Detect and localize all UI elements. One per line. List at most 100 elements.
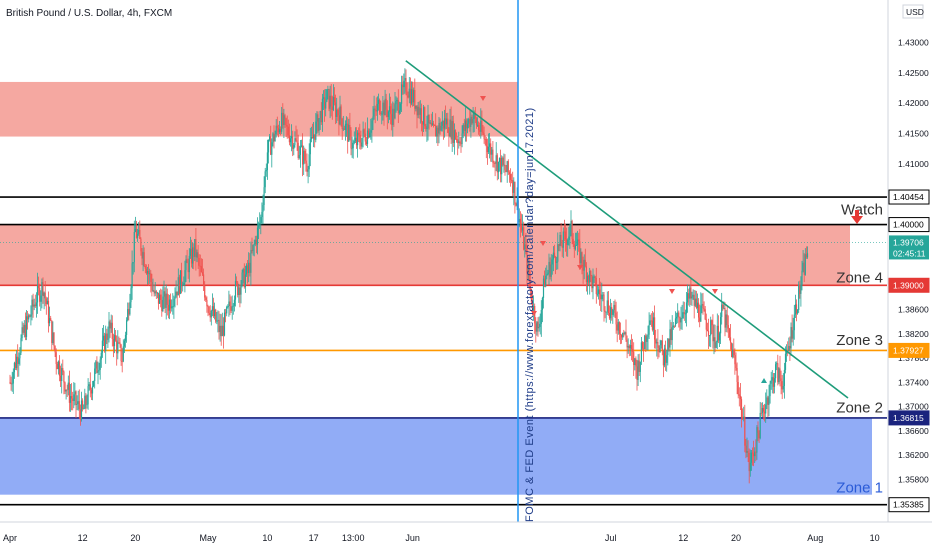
currency-label[interactable]: USD	[906, 7, 924, 17]
level-tag-label: 1.37927	[893, 345, 924, 355]
candle-body	[483, 133, 485, 139]
candle-body	[196, 252, 198, 258]
candle-body	[736, 367, 738, 383]
candle-body	[212, 306, 215, 317]
last-price-label: 1.39706	[893, 237, 924, 247]
candle-body	[773, 378, 776, 387]
candle-body	[748, 452, 750, 472]
candle-body	[722, 304, 724, 309]
candle-body	[102, 335, 105, 341]
candle-body	[35, 302, 37, 307]
candle-body	[688, 293, 690, 299]
candle-body	[255, 239, 257, 245]
candle-body	[718, 333, 721, 341]
candle-body	[693, 294, 695, 306]
candle-body	[244, 274, 246, 288]
candle-body	[293, 145, 295, 149]
candle-body	[793, 314, 795, 331]
candle-body	[551, 259, 553, 265]
candle-body	[330, 95, 332, 107]
candle-body	[526, 248, 528, 274]
candle-body	[214, 309, 216, 317]
candle-body	[471, 116, 473, 124]
signal-marker	[531, 311, 537, 316]
candle-body	[578, 239, 580, 242]
candle-body	[359, 134, 361, 143]
candle-body	[536, 321, 538, 332]
zone-label-zone-4: Zone 4	[836, 269, 883, 286]
candle-body	[375, 110, 377, 112]
candle-body	[445, 118, 447, 125]
candle-body	[123, 340, 125, 347]
countdown-label: 02:45:11	[893, 248, 926, 258]
candle-body	[727, 325, 729, 329]
candle-body	[689, 287, 691, 299]
candle-body	[441, 120, 443, 126]
candle-body	[109, 321, 111, 329]
candle-body	[520, 224, 523, 231]
candle-body	[522, 227, 524, 231]
candle-body	[215, 309, 217, 322]
candle-body	[57, 361, 59, 370]
candle-body	[303, 150, 305, 165]
candle-body	[339, 106, 341, 125]
candle-body	[55, 352, 57, 365]
candle-body	[806, 253, 809, 258]
candle-body	[139, 229, 141, 239]
candle-body	[19, 352, 21, 359]
candle-body	[723, 308, 725, 309]
candle-body	[226, 306, 228, 314]
candle-body	[789, 346, 791, 349]
candle-body	[199, 265, 201, 267]
candle-body	[338, 115, 340, 125]
candle-body	[459, 141, 461, 144]
candle-body	[288, 135, 290, 143]
candle-body	[700, 305, 702, 322]
candle-body	[797, 309, 799, 314]
x-tick-label: Jul	[605, 533, 617, 543]
candle-body	[397, 99, 399, 114]
candle-body	[322, 97, 325, 99]
candle-body	[308, 154, 310, 170]
signal-marker	[480, 96, 486, 101]
signal-marker	[540, 241, 546, 246]
candle-body	[450, 119, 452, 140]
candle-body	[23, 324, 25, 333]
candle-body	[115, 335, 117, 341]
candle-body	[781, 381, 783, 390]
labels-layer: Watch Zone 3 Zone 2 Zone 4 Zone 1	[836, 201, 883, 496]
candle-body	[673, 325, 675, 327]
candle-body	[715, 342, 717, 348]
level-label-zone-2: Zone 2	[836, 399, 883, 416]
y-tick-label: 1.36200	[898, 450, 929, 460]
y-tick-label: 1.42000	[898, 98, 929, 108]
candle-body	[161, 300, 163, 312]
candle-body	[283, 115, 285, 125]
candle-body	[489, 143, 491, 147]
candle-body	[295, 138, 297, 141]
candle-body	[755, 451, 757, 453]
candle-body	[331, 106, 333, 110]
candle-body	[347, 123, 349, 142]
level-tag-label: 1.40454	[893, 192, 924, 202]
y-tick-label: 1.41500	[898, 129, 929, 139]
candle-body	[500, 158, 502, 175]
candle-body	[754, 451, 756, 457]
candle-body	[731, 342, 733, 358]
candle-body	[40, 295, 42, 302]
candle-body	[669, 329, 671, 348]
candle-body	[745, 445, 747, 453]
candle-body	[412, 89, 414, 103]
candle-body	[353, 141, 355, 143]
candle-body	[76, 403, 78, 405]
candle-body	[448, 132, 450, 137]
candle-body	[148, 271, 150, 275]
candle-body	[798, 284, 800, 310]
candle-body	[200, 266, 202, 273]
candle-body	[232, 305, 234, 307]
candle-body	[628, 345, 630, 349]
candle-body	[495, 155, 497, 164]
x-tick-label: Jun	[405, 533, 420, 543]
candle-body	[294, 138, 296, 146]
